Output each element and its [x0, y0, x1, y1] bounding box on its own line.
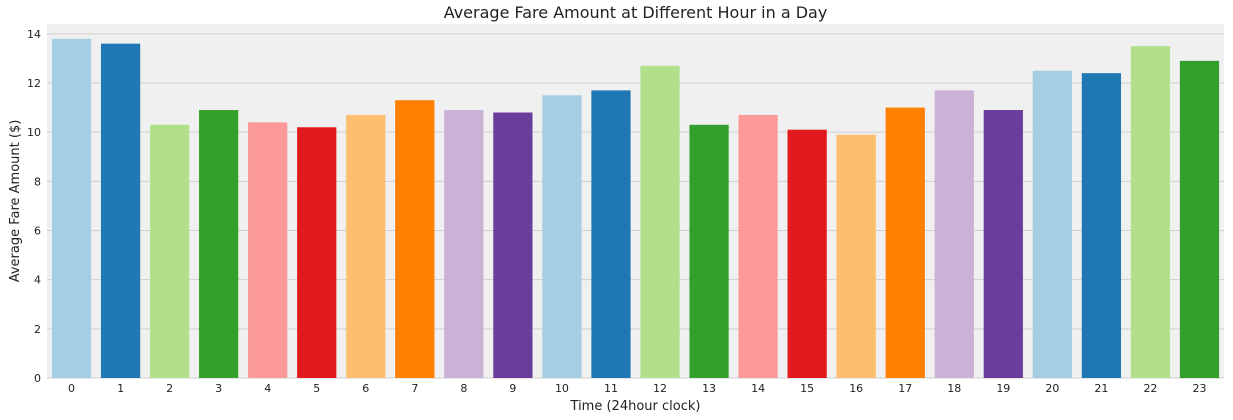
chart-title: Average Fare Amount at Different Hour in… — [444, 3, 828, 22]
x-axis-label: Time (24hour clock) — [570, 399, 701, 414]
x-tick-label-23: 23 — [1192, 382, 1206, 395]
x-tick-label-10: 10 — [555, 382, 569, 395]
x-tick-label-19: 19 — [996, 382, 1010, 395]
x-tick-label-13: 13 — [702, 382, 716, 395]
bar-hour-17 — [885, 107, 925, 378]
bar-hour-0 — [51, 38, 92, 378]
bar-hour-5 — [297, 127, 337, 378]
x-tick-label-6: 6 — [362, 382, 369, 395]
x-tick-label-0: 0 — [68, 382, 75, 395]
bar-hour-7 — [395, 100, 435, 378]
bar-hour-20 — [1032, 70, 1072, 378]
y-tick-label-12: 12 — [27, 77, 41, 90]
x-tick-label-3: 3 — [215, 382, 222, 395]
bar-hour-23 — [1179, 60, 1220, 378]
x-tick-label-11: 11 — [604, 382, 618, 395]
y-tick-label-8: 8 — [34, 175, 41, 188]
y-tick-label-14: 14 — [27, 28, 41, 41]
bar-hour-15 — [787, 129, 827, 378]
bar-hour-16 — [836, 134, 876, 378]
bar-hour-19 — [983, 110, 1023, 379]
x-tick-label-5: 5 — [313, 382, 320, 395]
x-tick-label-22: 22 — [1143, 382, 1157, 395]
y-tick-label-2: 2 — [34, 323, 41, 336]
y-tick-label-10: 10 — [27, 126, 41, 139]
y-tick-label-4: 4 — [34, 274, 41, 287]
bar-hour-22 — [1130, 46, 1171, 378]
x-tick-labels: 0 1 2 3 4 5 6 7 8 9 10 11 12 13 14 15 16 17 18 19 20 21 22 23 — [68, 382, 1206, 395]
bar-hour-18 — [934, 90, 974, 378]
bar-hour-14 — [738, 114, 778, 378]
y-axis-label: Average Fare Amount ($) — [8, 120, 23, 283]
bar-hour-8 — [444, 110, 484, 379]
grid-lines — [47, 33, 1224, 379]
y-tick-labels: 0 2 4 6 8 10 12 14 — [27, 28, 41, 385]
x-tick-label-9: 9 — [509, 382, 516, 395]
x-tick-label-16: 16 — [849, 382, 863, 395]
bar-hour-10 — [542, 95, 582, 379]
bar-hour-11 — [591, 90, 631, 378]
x-tick-label-8: 8 — [460, 382, 467, 395]
x-tick-label-7: 7 — [411, 382, 418, 395]
bar-hour-13 — [689, 124, 729, 379]
bar-hour-2 — [149, 124, 190, 379]
bar-hour-12 — [640, 65, 680, 379]
bar-hour-4 — [248, 122, 288, 378]
bar-hour-21 — [1081, 73, 1122, 379]
y-tick-label-6: 6 — [34, 225, 41, 238]
x-tick-label-18: 18 — [947, 382, 961, 395]
x-tick-label-20: 20 — [1045, 382, 1059, 395]
bar-hour-3 — [199, 110, 239, 379]
bar-hour-6 — [346, 114, 386, 378]
bar-hour-1 — [100, 43, 141, 379]
x-tick-label-2: 2 — [166, 382, 173, 395]
x-tick-label-17: 17 — [898, 382, 912, 395]
x-tick-label-14: 14 — [751, 382, 765, 395]
x-tick-label-1: 1 — [117, 382, 124, 395]
x-tick-label-21: 21 — [1094, 382, 1108, 395]
x-tick-label-4: 4 — [264, 382, 271, 395]
x-tick-label-12: 12 — [653, 382, 667, 395]
y-tick-label-0: 0 — [34, 372, 41, 385]
x-tick-label-15: 15 — [800, 382, 814, 395]
bar-hour-9 — [493, 112, 533, 378]
bars-group — [51, 38, 1220, 379]
